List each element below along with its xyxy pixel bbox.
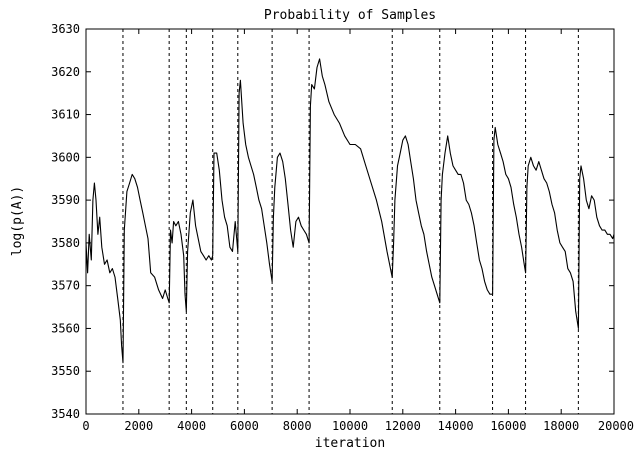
y-tick-label-4: 3580: [51, 236, 80, 250]
x-tick-label-2: 4000: [177, 419, 206, 433]
y-tick-label-9: 3630: [51, 22, 80, 36]
x-tick-label-9: 18000: [543, 419, 579, 433]
x-tick-label-5: 10000: [332, 419, 368, 433]
x-tick-label-6: 12000: [385, 419, 421, 433]
y-axis-title: log(p(A)): [10, 186, 25, 256]
series-layer: [85, 58, 615, 364]
x-tick-label-0: 0: [82, 419, 89, 433]
x-tick-label-4: 8000: [283, 419, 312, 433]
y-tick-label-3: 3570: [51, 279, 80, 293]
y-tick-label-0: 3540: [51, 407, 80, 421]
series-line-0: [85, 58, 615, 364]
y-tick-label-8: 3620: [51, 65, 80, 79]
x-tick-label-10: 20000: [598, 419, 634, 433]
x-tick-label-1: 2000: [124, 419, 153, 433]
x-tick-label-7: 14000: [438, 419, 474, 433]
vline-layer: [122, 29, 579, 414]
y-tick-label-6: 3600: [51, 150, 80, 164]
tick-layer: 0 2000 4000 6000 8000 10000 12000 14000 16000 180…: [51, 22, 634, 433]
x-tick-label-3: 6000: [230, 419, 259, 433]
y-tick-label-2: 3560: [51, 321, 80, 335]
x-axis-title: iteration: [315, 436, 385, 450]
y-tick-label-5: 3590: [51, 193, 80, 207]
y-tick-label-7: 3610: [51, 108, 80, 122]
plot-frame: [85, 28, 615, 415]
y-tick-label-1: 3550: [51, 364, 80, 378]
x-tick-label-8: 16000: [490, 419, 526, 433]
chart-title: Probability of Samples: [264, 8, 436, 23]
